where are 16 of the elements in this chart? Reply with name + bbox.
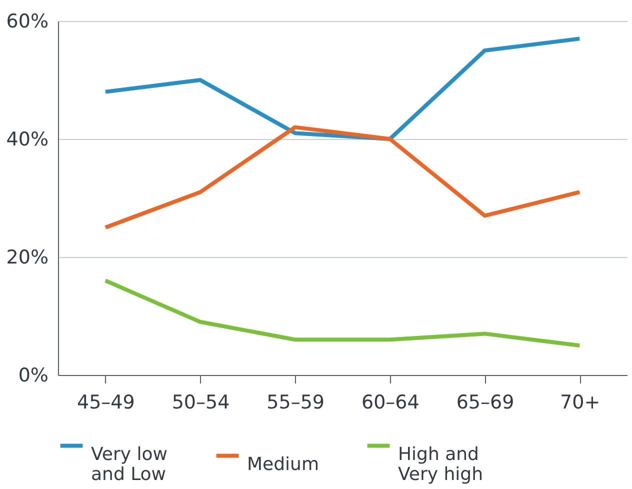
line-series [103,36,582,141]
line-series [103,125,582,230]
y-tick-label: 60% [6,10,48,32]
line-series [103,278,582,348]
legend-label: High and Very high [398,444,484,485]
legend-label: Very low and Low [91,444,168,485]
y-tick-label: 0% [18,364,48,386]
x-tick-label: 55–59 [266,392,325,414]
x-tick-label: 50–54 [172,392,230,414]
y-tick-label: 20% [6,246,48,268]
x-tick-label: 45–49 [76,392,135,414]
x-tick-label: 70+ [560,392,600,414]
legend-label: Medium [247,454,319,475]
x-tick-label: 60–64 [361,392,420,414]
x-tick-label: 65–69 [456,392,514,414]
y-tick-label: 40% [6,128,48,150]
